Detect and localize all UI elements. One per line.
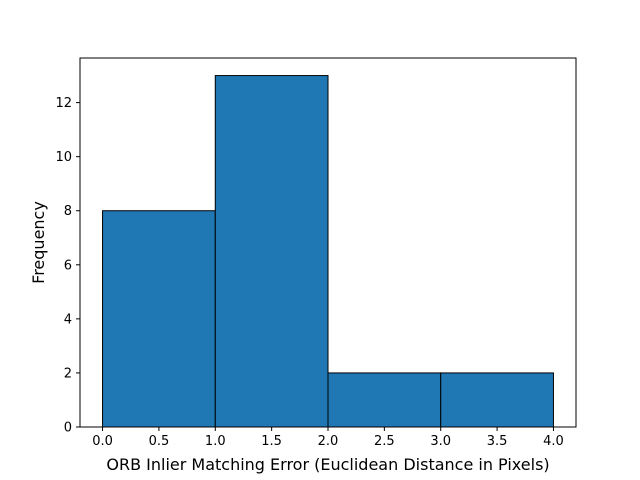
x-tick-label: 3.0 <box>430 434 451 449</box>
y-tick-label: 10 <box>55 150 72 165</box>
y-tick-label: 8 <box>64 204 72 219</box>
x-tick-label: 1.0 <box>205 434 226 449</box>
x-tick-label: 2.5 <box>374 434 395 449</box>
x-axis-label: ORB Inlier Matching Error (Euclidean Dis… <box>106 455 549 474</box>
x-tick-label: 4.0 <box>543 434 564 449</box>
histogram-bar <box>327 372 442 428</box>
y-tick-label: 2 <box>64 366 72 381</box>
bars-group <box>102 75 554 428</box>
x-tick-label: 3.5 <box>487 434 508 449</box>
histogram-bar <box>440 372 554 428</box>
y-tick-label: 6 <box>64 258 72 273</box>
y-axis-ticks: 0 2 4 6 8 10 12 <box>55 96 80 436</box>
x-tick-label: 2.0 <box>318 434 339 449</box>
y-axis-label: Frequency <box>29 201 48 284</box>
y-tick-label: 12 <box>55 96 72 111</box>
y-tick-label: 4 <box>64 312 72 327</box>
x-tick-label: 1.5 <box>261 434 282 449</box>
histogram-bar <box>102 210 216 428</box>
x-tick-label: 0.5 <box>149 434 170 449</box>
y-tick-label: 0 <box>64 421 72 436</box>
histogram-bar <box>214 75 329 428</box>
x-axis-ticks: 0.0 0.5 1.0 1.5 2.0 2.5 3.0 3.5 4.0 <box>92 427 564 449</box>
x-tick-label: 0.0 <box>92 434 113 449</box>
